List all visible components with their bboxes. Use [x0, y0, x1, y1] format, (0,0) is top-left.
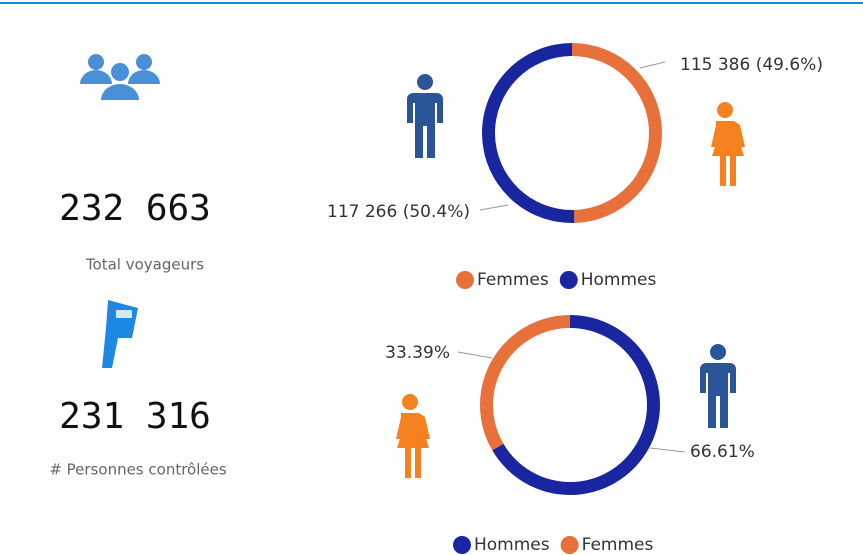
kpi-label: # Personnes contrôlées [49, 461, 227, 479]
legend-swatch [456, 271, 474, 289]
leader-line [649, 447, 686, 453]
thermometer-icon [102, 300, 138, 368]
legend-swatch [559, 271, 578, 289]
donut-segment [482, 43, 575, 223]
leader-line [479, 204, 509, 211]
legend-label: Hommes [581, 270, 657, 290]
kpi-label: Total voyageurs [85, 256, 204, 274]
legend-label: Femmes [582, 535, 654, 555]
kpi-value: 232 663 [59, 188, 211, 229]
top-rule [0, 2, 863, 4]
data-label: 115 386 (49.6%) [680, 55, 823, 75]
legend-label: Hommes [474, 535, 550, 555]
people-icon [80, 54, 160, 100]
man-icon [407, 74, 443, 158]
legend-label: Femmes [477, 270, 549, 290]
man-icon [700, 344, 736, 428]
data-label: 33.39% [385, 343, 450, 363]
leader-line [639, 61, 666, 69]
data-label: 66.61% [690, 442, 755, 462]
leader-line [457, 351, 493, 359]
woman-icon [711, 102, 745, 186]
donut-segment [480, 315, 570, 451]
legend-swatch [453, 536, 471, 554]
legend-swatch [560, 536, 579, 554]
donut-segment [572, 43, 663, 223]
data-label: 117 266 (50.4%) [327, 202, 470, 222]
woman-icon [396, 394, 430, 478]
kpi-value: 231 316 [59, 396, 211, 437]
